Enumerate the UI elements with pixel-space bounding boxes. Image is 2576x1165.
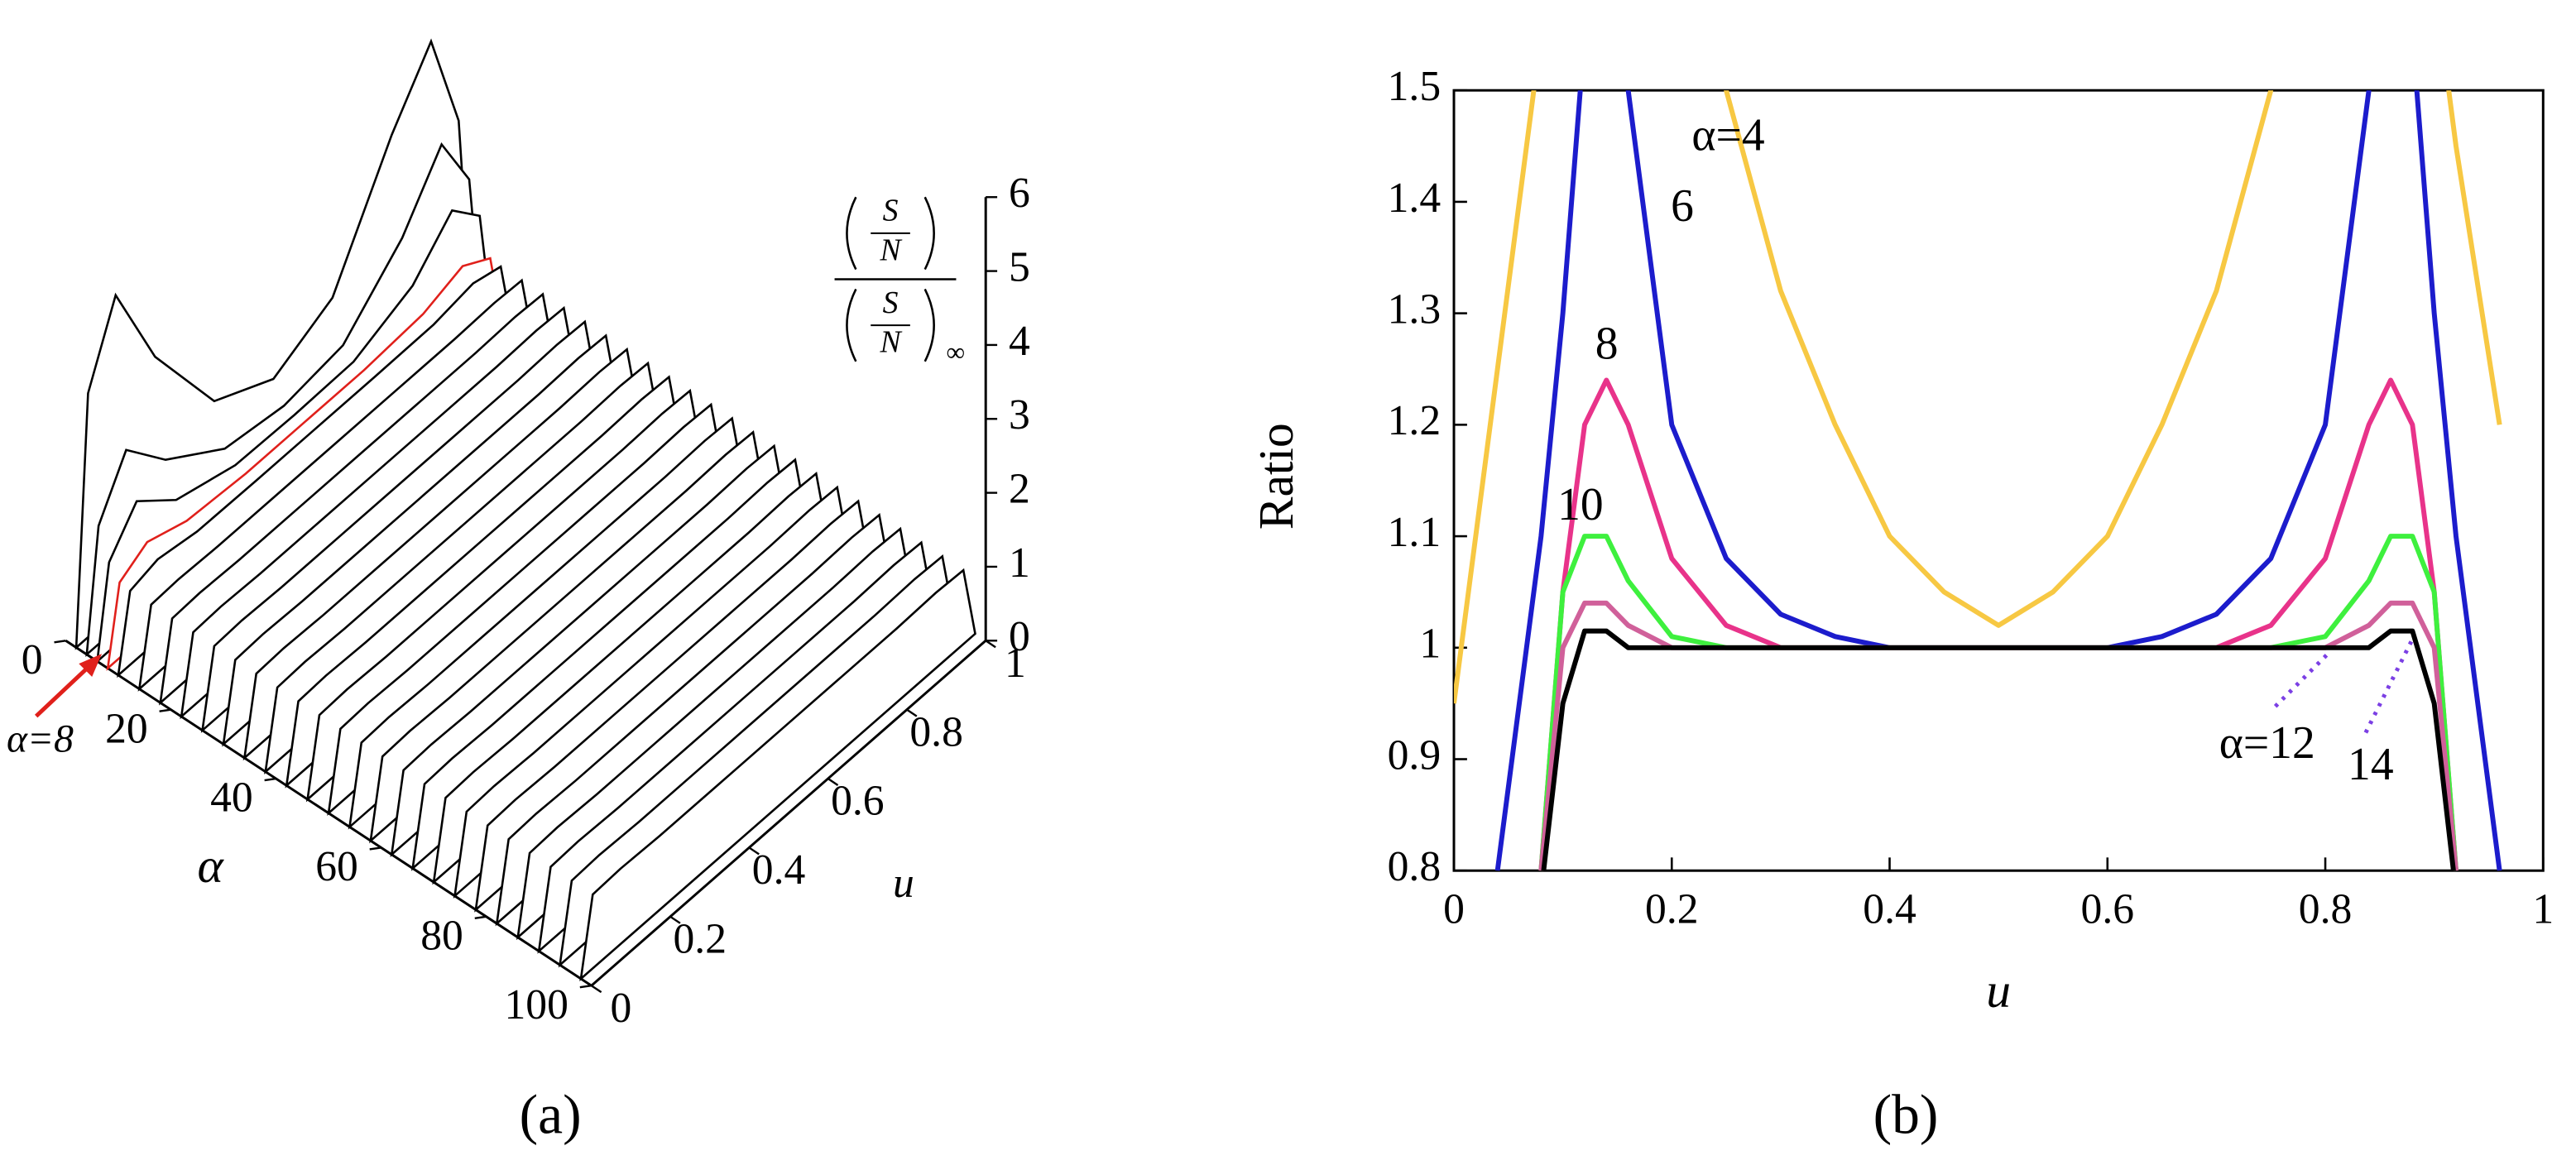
u-tick [748,846,760,856]
alpha-tick [159,708,171,712]
u-axis-label: u [893,860,914,907]
series-line [1541,628,2456,871]
x-tick-label: 0.6 [2081,886,2135,933]
u-tick [827,778,839,786]
y-tick-label: 0.8 [1388,843,1442,890]
u-tick-label: 1 [1005,640,1026,687]
u-tick-label: 0.8 [909,708,963,755]
alpha-tick [579,985,592,989]
panel-b: 0.8 0.9 1 1.1 1.2 1.3 1.4 1.5 0 0.2 0.4 0.6 0.8 1 u Rat… [1249,63,2554,1018]
series-line [1538,534,2458,871]
series-label: 10 [1557,479,1604,530]
alpha-tick [474,915,487,919]
u-tick [985,640,996,649]
panel-label: (a) [520,1083,582,1145]
leader [2273,650,2331,708]
leader [2363,640,2414,734]
alpha-tick-label: 80 [420,912,463,959]
y-tick-label: 0.9 [1388,731,1442,779]
z-label-inf: ∞ [947,338,966,367]
alpha-tick-label: 60 [315,843,358,890]
z-tick-label: 2 [1009,465,1030,512]
y-tick-label: 1.5 [1388,63,1442,110]
z-label-s: S [883,194,899,228]
alpha-tick-label: 100 [505,981,568,1028]
u-tick [906,708,918,717]
alpha-tick [54,640,66,644]
y-tick-label: 1.2 [1388,397,1442,444]
alpha-tick-label: 20 [105,705,148,752]
z-tick-label: 5 [1009,243,1030,290]
y-tick-label: 1 [1419,621,1441,668]
paren [846,288,857,362]
series-line [1454,90,2502,704]
ridge [579,568,976,982]
z-label-s: S [883,285,899,320]
alpha-tick-label: 40 [210,774,253,822]
z-tick-label: 3 [1009,391,1030,439]
u-tick-label: 0.4 [752,846,806,894]
series-label: 8 [1595,319,1619,370]
u-axis [590,640,987,987]
paren [846,196,857,271]
z-label-n: N [879,325,902,360]
series-label: α=12 [2219,717,2315,769]
paren [923,196,935,271]
x-tick-label: 0.8 [2299,886,2353,933]
z-tick-label: 6 [1009,170,1030,217]
series-label: 14 [2348,739,2394,790]
y-axis-label: Ratio [1249,423,1303,530]
x-tick-label: 0.4 [1863,886,1916,933]
z-tick-label: 4 [1009,318,1030,365]
alpha-tick [264,777,276,782]
panel-label: (b) [1873,1083,1939,1145]
alpha-tick-label: 0 [22,636,43,683]
series-label: 6 [1671,180,1694,232]
x-tick-label: 0 [1443,886,1465,933]
annotation: α=8 [7,717,74,760]
series-line [1538,600,2458,871]
plot-frame [1452,89,2545,872]
x-tick-label: 1 [2532,886,2554,933]
u-tick-label: 0.2 [673,915,727,962]
series-label: α=4 [1691,110,1764,161]
arrow-head [79,654,103,677]
y-tick-label: 1.1 [1388,509,1442,556]
annotation-arrow [34,662,94,718]
x-tick-label: 0.2 [1645,886,1699,933]
u-tick [591,985,602,994]
z-label-n: N [879,233,902,267]
u-tick-label: 0.6 [831,778,885,825]
paren [923,288,935,362]
u-tick [669,915,681,924]
z-tick-label: 1 [1009,539,1030,587]
lines [1454,90,2502,871]
z-tick-label: 0 [1009,613,1030,660]
y-tick-label: 1.3 [1388,285,1442,333]
alpha-axis-label: α [197,838,224,893]
u-tick-label: 0 [611,985,632,1032]
x-axis-label: u [1986,963,2011,1018]
alpha-tick [369,846,381,851]
y-tick-label: 1.4 [1388,175,1442,222]
